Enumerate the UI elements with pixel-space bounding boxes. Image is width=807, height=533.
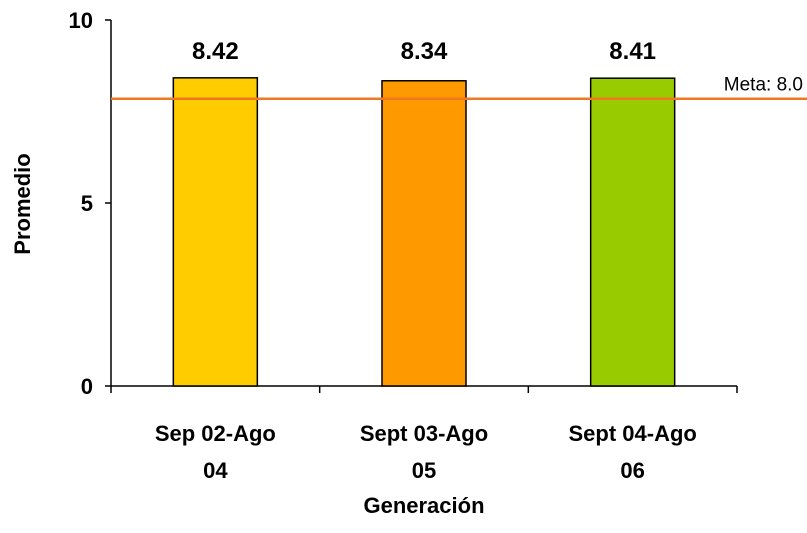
- y-tick-label: 10: [69, 8, 93, 33]
- x-axis-title: Generación: [363, 493, 484, 518]
- data-label: 8.42: [192, 38, 239, 65]
- y-tick-label: 5: [81, 191, 93, 216]
- bar: [589, 77, 676, 387]
- x-category-label: Sept 03-Ago: [360, 421, 488, 446]
- x-category-label: Sept 04-Ago: [568, 421, 696, 446]
- y-tick-label: 0: [81, 374, 93, 399]
- reference-line-label: Meta: 8.0: [724, 75, 803, 96]
- data-label: 8.41: [609, 38, 656, 65]
- y-axis-title: Promedio: [10, 153, 35, 254]
- bar: [172, 77, 259, 387]
- x-category-label: Sep 02-Ago: [155, 421, 276, 446]
- bar: [381, 80, 467, 387]
- x-category-label: 05: [412, 458, 436, 483]
- data-label: 8.34: [401, 38, 448, 65]
- x-category-label: 04: [203, 458, 228, 483]
- x-category-label: 06: [620, 458, 644, 483]
- bars: [172, 77, 676, 387]
